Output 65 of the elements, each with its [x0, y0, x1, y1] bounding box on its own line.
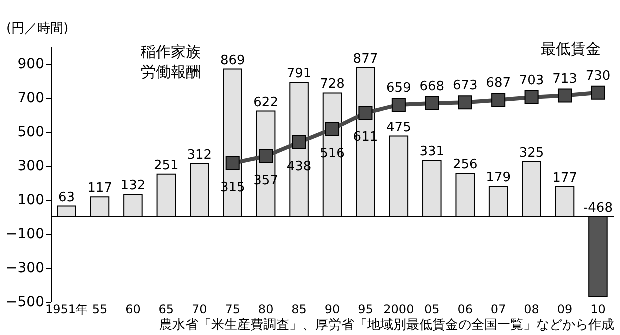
point — [226, 156, 240, 170]
x-tick-label: 1951年 — [46, 302, 88, 316]
x-tick-label: 05 — [424, 302, 440, 316]
x-tick-label: 2000 — [384, 302, 414, 316]
data-label: 877 — [353, 52, 378, 67]
x-tick-label: 10 — [590, 302, 606, 316]
text: 農水省「米生産費調査」、厚労省「地域別最低賃金の全国一覧」などから作成 — [160, 317, 614, 333]
x-tick-label: 95 — [358, 302, 374, 316]
y-tick-label: 500 — [18, 124, 44, 140]
x-tick-label: 65 — [158, 302, 174, 316]
data-label: 622 — [254, 95, 278, 110]
point — [392, 98, 406, 112]
series-label: 稲作家族労働報酬 — [141, 43, 201, 81]
data-label: 325 — [519, 146, 544, 161]
x-tick-label: 80 — [258, 302, 274, 316]
data-label: 331 — [420, 144, 445, 160]
data-label: 179 — [486, 170, 511, 186]
x-tick-label: 90 — [324, 302, 340, 316]
x-tick-label: 70 — [192, 302, 208, 316]
data-label: 728 — [320, 77, 345, 92]
point — [524, 90, 539, 105]
y-tick-label: 300 — [18, 158, 44, 174]
data-label: -468 — [583, 201, 613, 216]
data-label: 730 — [586, 68, 611, 84]
x-tick-label: 07 — [490, 302, 506, 316]
point — [458, 96, 472, 110]
data-label: 251 — [154, 158, 179, 174]
point — [358, 106, 373, 120]
point — [292, 136, 306, 150]
data-label: 177 — [552, 170, 578, 186]
y-tick-label: −300 — [6, 260, 44, 276]
y-tick-label: 900 — [18, 56, 44, 72]
y-tick-label: −100 — [6, 226, 44, 242]
point — [325, 122, 340, 136]
data-label: 475 — [386, 120, 412, 136]
series-label: 最低賃金 — [541, 40, 601, 58]
y-tick-label: 700 — [18, 90, 44, 106]
point — [591, 86, 606, 100]
x-tick-label: 09 — [557, 302, 573, 316]
y-axis-title: (円／時間) — [6, 22, 69, 36]
data-label: 117 — [88, 181, 112, 196]
data-label: 703 — [519, 73, 544, 88]
data-label: 659 — [386, 80, 412, 96]
x-tick-label: 60 — [126, 302, 141, 316]
point — [425, 96, 440, 110]
data-label: 713 — [552, 72, 578, 87]
x-tick-label: 08 — [524, 302, 540, 316]
point — [558, 88, 572, 103]
data-label: 673 — [452, 78, 478, 94]
x-tick-label: 85 — [292, 302, 307, 316]
y-tick-label: 100 — [18, 192, 44, 208]
data-label: 132 — [120, 178, 146, 194]
x-tick-label: 55 — [92, 302, 108, 316]
data-label: 312 — [187, 148, 212, 163]
data-label: 63 — [58, 190, 76, 206]
x-tick-label: 06 — [458, 302, 473, 316]
x-tick-label: 75 — [225, 302, 240, 316]
data-label: 668 — [420, 79, 445, 94]
data-label: 869 — [220, 53, 246, 68]
data-label: 687 — [486, 76, 511, 92]
point — [492, 93, 506, 108]
data-label: 256 — [452, 157, 478, 172]
point — [259, 149, 274, 164]
y-tick-label: −500 — [6, 294, 44, 310]
data-label: 791 — [286, 66, 312, 82]
